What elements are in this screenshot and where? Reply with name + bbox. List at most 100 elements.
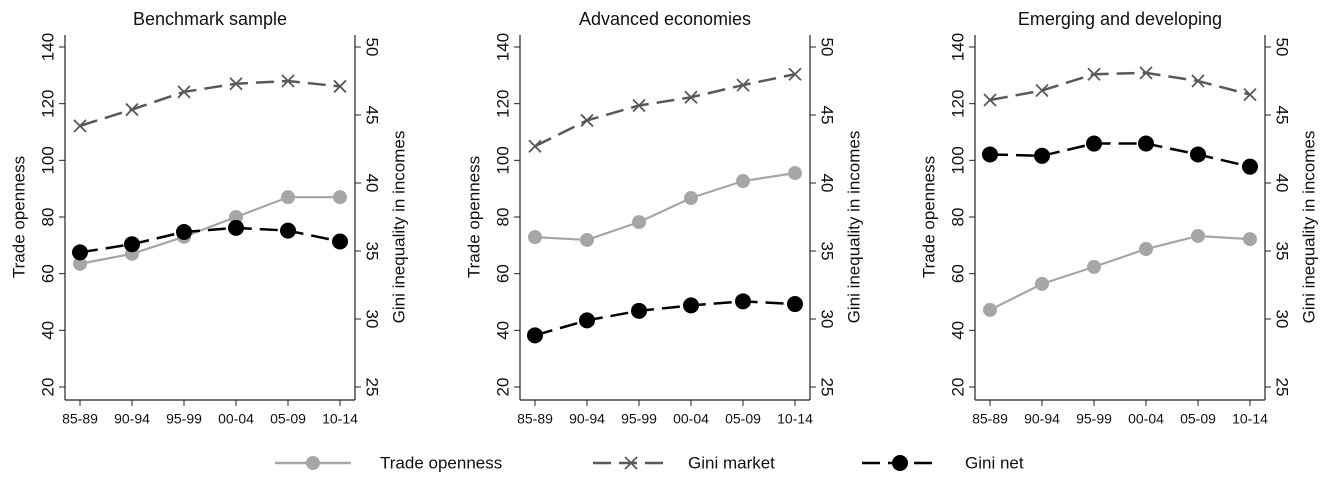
y-tick-label: 120 (948, 89, 967, 117)
point (632, 215, 646, 230)
y-tick-label: 40 (38, 321, 57, 340)
series (527, 293, 803, 344)
point (333, 79, 347, 94)
point (1243, 232, 1257, 247)
point (1138, 135, 1154, 152)
y-tick-label: 80 (948, 208, 967, 227)
y2-tick-label: 40 (818, 174, 837, 193)
point (124, 236, 140, 253)
panel-title: Advanced economies (579, 9, 751, 29)
y2-tick-label: 25 (818, 378, 837, 397)
y-tick-label: 100 (38, 146, 57, 174)
point (332, 233, 348, 250)
x-tick-label: 05-09 (1180, 411, 1216, 427)
point (736, 78, 750, 92)
legend-item: Gini market (593, 453, 775, 472)
y2-tick-label: 40 (1273, 174, 1292, 193)
y-tick-label: 100 (493, 146, 512, 174)
x-tick-label: 85-89 (62, 411, 98, 427)
point (892, 455, 908, 471)
point (333, 190, 347, 205)
point (1139, 66, 1153, 80)
y-tick-label: 60 (493, 264, 512, 283)
series-line (534, 72, 796, 148)
y-tick-label: 80 (38, 208, 57, 227)
point (1243, 87, 1257, 102)
point (787, 296, 803, 313)
point (73, 119, 87, 133)
point (579, 312, 595, 329)
point (1242, 158, 1258, 175)
y2-tick-label: 30 (363, 310, 382, 329)
legend-item: Trade openness (275, 453, 502, 472)
y-tick-label: 20 (38, 378, 57, 397)
y-tick-label: 80 (493, 208, 512, 227)
y-tick-label: 120 (38, 89, 57, 117)
point (306, 456, 320, 470)
point (684, 191, 698, 206)
series (73, 190, 347, 271)
series-line (534, 171, 796, 242)
series (982, 135, 1258, 175)
point (983, 302, 997, 317)
y2-tick-label: 30 (818, 310, 837, 329)
panel-title: Benchmark sample (133, 9, 287, 29)
y2-tick-label: 50 (818, 38, 837, 57)
series (72, 219, 348, 261)
series (528, 166, 802, 247)
y2-tick-label: 45 (1273, 106, 1292, 125)
y-tick-label: 140 (948, 33, 967, 61)
x-tick-label: 10-14 (322, 411, 358, 427)
point (982, 146, 998, 163)
point (1191, 74, 1205, 88)
x-tick-label: 90-94 (114, 411, 150, 427)
series-line (534, 300, 796, 337)
y-tick-label: 140 (493, 33, 512, 61)
legend-label: Gini market (688, 453, 775, 472)
y2-tick-label: 35 (363, 242, 382, 261)
x-tick-label: 85-89 (972, 411, 1008, 427)
x-tick-label: 95-99 (621, 411, 657, 427)
point (228, 219, 244, 236)
y2-tick-label: 50 (363, 38, 382, 57)
point (73, 256, 87, 271)
point (229, 77, 243, 91)
point (788, 67, 802, 81)
y2-axis-title: Gini inequality in incomes (389, 131, 408, 324)
x-tick-label: 90-94 (1024, 411, 1060, 427)
point (631, 302, 647, 319)
point (632, 98, 646, 113)
series-line (989, 142, 1251, 168)
point (1035, 83, 1049, 98)
point (1191, 228, 1205, 243)
series (528, 67, 802, 153)
point (580, 232, 594, 247)
point (528, 139, 542, 153)
point (177, 85, 191, 99)
point (280, 222, 296, 239)
y2-tick-label: 45 (818, 106, 837, 125)
series-line (989, 234, 1251, 311)
y-tick-label: 100 (948, 146, 967, 174)
y-tick-label: 40 (493, 321, 512, 340)
y-tick-label: 20 (493, 378, 512, 397)
x-tick-label: 10-14 (1232, 411, 1268, 427)
x-tick-label: 95-99 (166, 411, 202, 427)
x-tick-label: 00-04 (1128, 411, 1164, 427)
point (281, 74, 295, 88)
point (1034, 147, 1050, 164)
point (736, 174, 750, 189)
series (983, 66, 1257, 107)
point (176, 223, 192, 240)
y2-axis-title: Gini inequality in incomes (844, 131, 863, 324)
y2-tick-label: 50 (1273, 38, 1292, 57)
x-tick-label: 90-94 (569, 411, 605, 427)
x-tick-label: 85-89 (517, 411, 553, 427)
y-tick-label: 40 (948, 321, 967, 340)
point (624, 456, 638, 470)
x-tick-label: 95-99 (1076, 411, 1112, 427)
series-line (79, 196, 340, 265)
x-tick-label: 00-04 (673, 411, 709, 427)
y2-tick-label: 35 (818, 242, 837, 261)
